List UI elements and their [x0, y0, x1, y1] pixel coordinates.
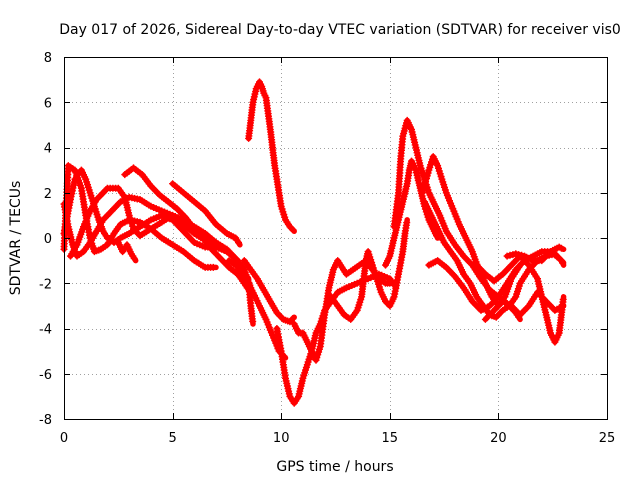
data-point-marker	[235, 239, 242, 246]
series-track-15	[390, 116, 523, 323]
series-track-8	[240, 257, 297, 326]
series-line	[482, 289, 567, 323]
series-track-5	[114, 239, 139, 264]
x-tick-label: 0	[60, 431, 68, 446]
grid-layer	[64, 57, 607, 419]
y-tick-label: -4	[39, 323, 52, 338]
series-track-12	[290, 257, 395, 364]
data-point-marker	[403, 219, 411, 227]
series-track-20	[503, 243, 567, 265]
chart-title: Day 017 of 2026, Sidereal Day-to-day VTE…	[59, 22, 621, 38]
y-tick-label: 6	[44, 96, 52, 111]
data-point-marker	[287, 224, 295, 232]
y-tick-label: 0	[44, 232, 52, 247]
data-point-marker	[243, 273, 251, 281]
series-track-7	[169, 180, 243, 248]
data-point-marker	[557, 244, 565, 252]
series-track-4	[67, 184, 289, 361]
y-tick-label: 8	[44, 51, 52, 66]
x-tick-label: 15	[382, 431, 399, 446]
series-track-10	[245, 78, 297, 234]
x-tick-label: 25	[599, 431, 616, 446]
data-point-marker	[386, 279, 394, 287]
y-tick-label: -6	[39, 368, 52, 383]
plot-frame	[64, 57, 608, 420]
data-point-marker	[557, 256, 565, 264]
y-tick-label: 4	[44, 142, 52, 157]
series-track-6	[121, 164, 252, 293]
data-point-marker	[289, 315, 297, 323]
data-point-marker	[102, 186, 110, 194]
data-point-marker	[287, 316, 295, 324]
data-point-marker	[557, 303, 565, 311]
series-track-21	[481, 288, 567, 323]
data-point-marker	[209, 263, 217, 271]
data-layer	[60, 78, 567, 407]
y-tick-label: -8	[39, 413, 52, 428]
y-tick-label: -2	[39, 277, 52, 292]
data-point-marker	[289, 226, 297, 234]
x-tick-label: 20	[490, 431, 507, 446]
y-tick-label: 2	[44, 187, 52, 202]
data-point-marker	[130, 254, 138, 262]
y-axis-label: SDTVAR / TECUs	[8, 181, 24, 296]
data-point-marker	[558, 257, 566, 265]
x-tick-label: 5	[168, 431, 176, 446]
data-point-marker	[243, 284, 251, 292]
data-point-marker	[249, 317, 257, 325]
x-axis-label: GPS time / hours	[276, 459, 393, 475]
series-track-14	[382, 157, 441, 269]
axis-layer: 0 5 10 15 20 25 -8 -6 -4 -2 0 2 4 6 8	[39, 51, 615, 446]
data-point-marker	[559, 295, 567, 303]
series-track-13	[327, 217, 411, 323]
x-tick-label: 10	[273, 431, 290, 446]
series-track-9	[225, 257, 252, 282]
